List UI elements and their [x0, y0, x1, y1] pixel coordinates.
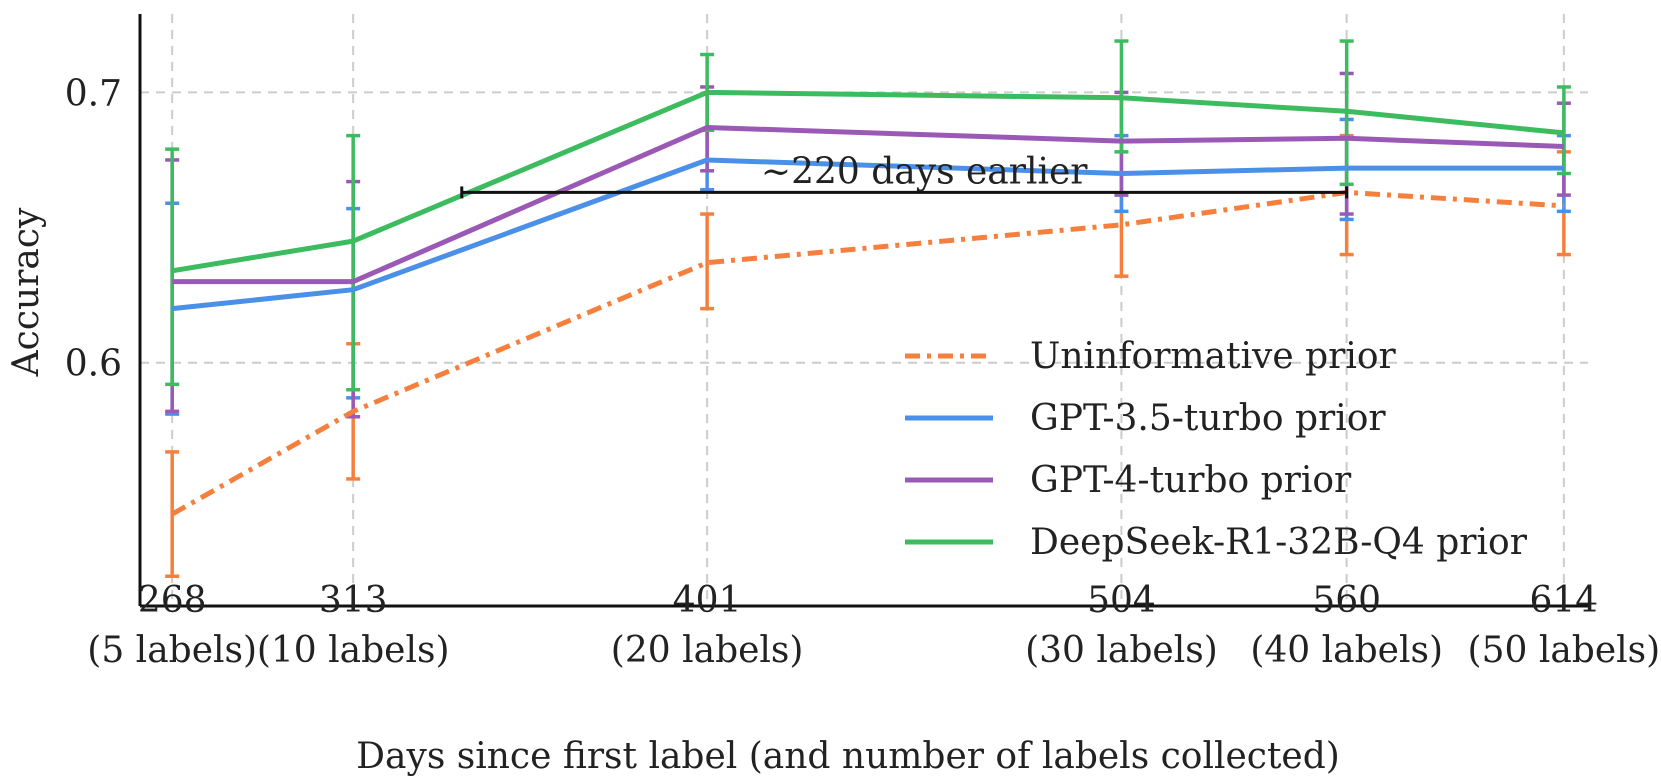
- x-tick-label: 504 (30 labels): [1025, 580, 1218, 671]
- series-line-3: [171, 89, 1565, 274]
- series-line-1: [171, 157, 1564, 312]
- y-tick-label: 0.7: [65, 73, 122, 114]
- y-tick-label: 0.6: [65, 344, 122, 385]
- x-tick-labels-count: (30 labels): [1025, 630, 1218, 671]
- x-tick-day: 268: [138, 580, 207, 621]
- y-axis-label: Accuracy: [6, 207, 47, 377]
- y-tick-labels: 0.6 0.7: [65, 73, 122, 384]
- legend-label-2: GPT-4-turbo prior: [1030, 460, 1352, 501]
- x-axis-label: Days since first label (and number of la…: [356, 736, 1340, 777]
- x-tick-day: 401: [673, 580, 742, 621]
- x-tick-labels-count: (50 labels): [1468, 630, 1661, 671]
- x-tick-day: 614: [1530, 580, 1599, 621]
- x-tick-label: 401 (20 labels): [611, 580, 804, 671]
- axes: [138, 14, 1588, 608]
- x-tick-labels: 268 (5 labels) 313 (10 labels) 401 (20 labels…: [87, 580, 1660, 671]
- x-tick-day: 560: [1312, 580, 1381, 621]
- x-tick-day: 504: [1087, 580, 1156, 621]
- legend-label-1: GPT-3.5-turbo prior: [1030, 398, 1386, 439]
- x-tick-label: 560 (40 labels): [1250, 580, 1443, 671]
- series-line-2: [172, 125, 1564, 285]
- x-tick-labels-count: (40 labels): [1250, 630, 1443, 671]
- x-tick-labels-count: (10 labels): [257, 630, 450, 671]
- x-tick-label: 614 (50 labels): [1468, 580, 1661, 671]
- annotation-label: ∼220 days earlier: [761, 151, 1088, 192]
- error-bars: [165, 39, 1571, 579]
- legend: Uninformative prior GPT-3.5-turbo prior GP…: [905, 336, 1528, 563]
- x-tick-labels-count: (20 labels): [611, 630, 804, 671]
- x-tick-day: 313: [319, 580, 388, 621]
- annotation: ∼220 days earlier: [460, 151, 1349, 199]
- series-lines: [170, 89, 1565, 517]
- x-tick-label: 268 (5 labels): [87, 580, 257, 671]
- legend-label-0: Uninformative prior: [1030, 336, 1397, 377]
- x-tick-labels-count: (5 labels): [87, 630, 257, 671]
- series-line-0: [170, 189, 1565, 517]
- grid: [140, 14, 1588, 606]
- x-tick-label: 313 (10 labels): [257, 580, 450, 671]
- legend-label-3: DeepSeek-R1-32B-Q4 prior: [1030, 522, 1528, 563]
